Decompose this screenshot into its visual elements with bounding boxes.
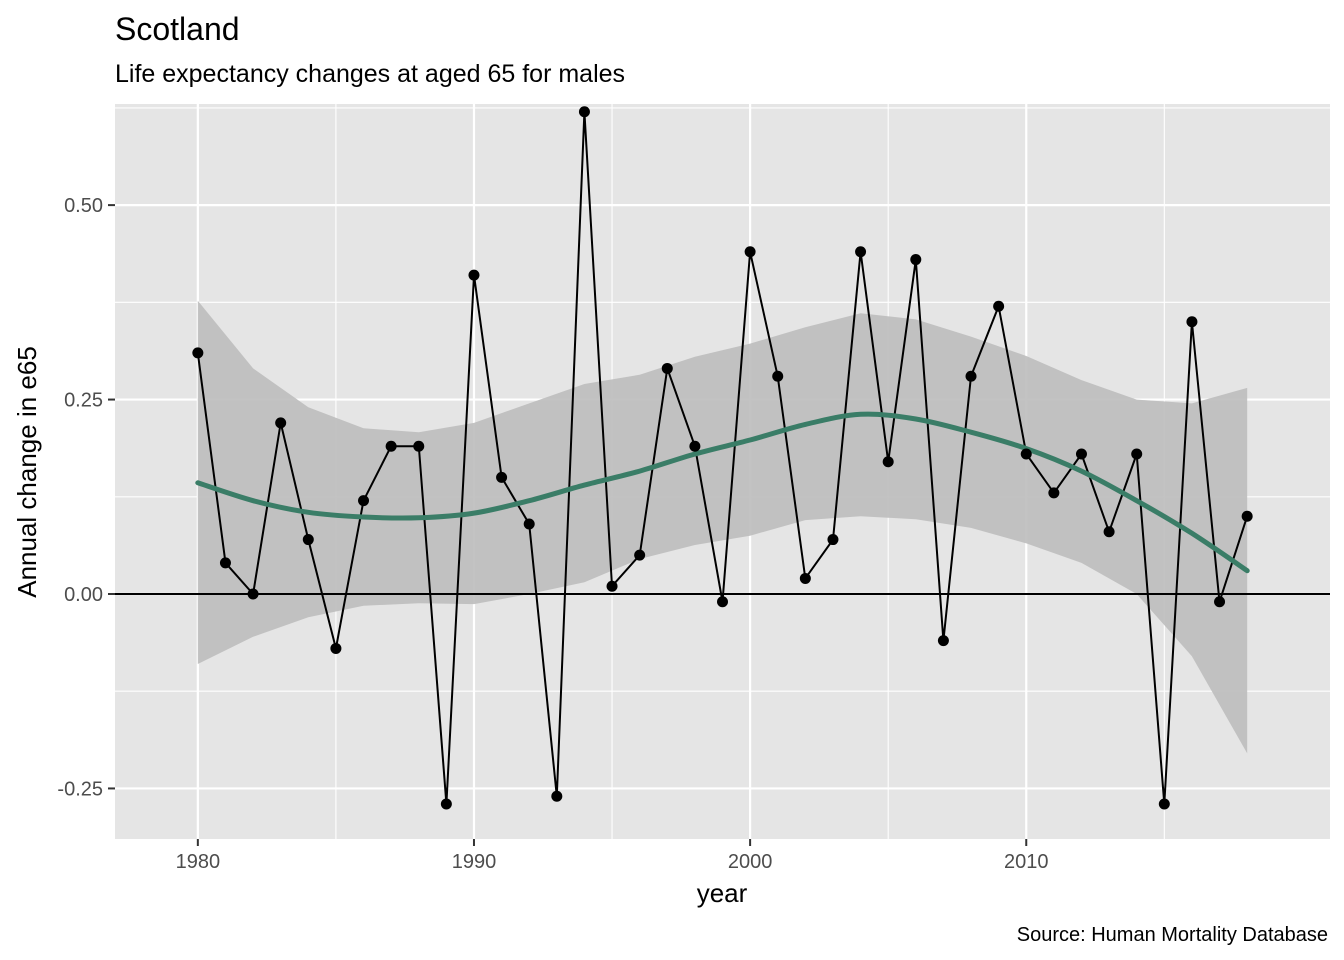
chart-subtitle: Life expectancy changes at aged 65 for m… <box>115 60 625 88</box>
data-point <box>551 790 563 802</box>
data-point <box>247 588 259 600</box>
data-point <box>219 557 231 569</box>
data-point <box>744 246 756 258</box>
data-point <box>882 456 894 468</box>
confidence-band-layer <box>197 300 1248 754</box>
data-point <box>413 440 425 452</box>
data-point <box>1158 798 1170 810</box>
data-point <box>1241 510 1253 522</box>
data-point <box>496 471 508 483</box>
data-point <box>689 440 701 452</box>
data-point <box>468 269 480 281</box>
data-point <box>606 580 618 592</box>
chart-title: Scotland <box>115 11 240 47</box>
data-point <box>275 417 287 429</box>
data-point <box>993 300 1005 312</box>
data-point <box>661 362 673 374</box>
data-point <box>965 370 977 382</box>
data-point <box>772 370 784 382</box>
y-tick-label: 0.00 <box>64 584 103 606</box>
data-point <box>1131 448 1143 460</box>
data-point <box>1075 448 1087 460</box>
y-axis: -0.25 0.00 0.25 0.50 <box>57 195 115 800</box>
x-tick-label: 1980 <box>176 851 221 873</box>
y-tick-label: -0.25 <box>57 778 103 800</box>
x-axis-title: year <box>697 878 748 908</box>
points-layer <box>192 106 1253 810</box>
data-point <box>1214 596 1226 608</box>
data-point <box>937 635 949 647</box>
data-point <box>330 642 342 654</box>
data-point <box>827 534 839 546</box>
data-point <box>799 572 811 584</box>
data-point <box>1103 526 1115 538</box>
data-point <box>523 518 535 530</box>
x-axis: 1980 1990 2000 2010 <box>176 839 1049 873</box>
confidence-band <box>197 300 1248 754</box>
smooth-layer <box>195 411 1250 574</box>
data-point <box>578 106 590 118</box>
data-point <box>717 596 728 608</box>
y-tick-label: 0.25 <box>64 390 103 412</box>
data-point <box>192 347 204 359</box>
x-tick-label: 2010 <box>1004 851 1049 873</box>
data-point <box>634 549 646 561</box>
data-point <box>1186 316 1198 328</box>
data-point <box>855 246 867 258</box>
data-point <box>385 440 397 452</box>
y-axis-title: Annual change in e65 <box>12 346 42 598</box>
data-point <box>1020 448 1032 460</box>
data-point <box>910 254 922 266</box>
y-tick-label: 0.50 <box>64 195 103 217</box>
x-tick-label: 1990 <box>452 851 497 873</box>
smooth-trend-line <box>195 411 1250 574</box>
x-tick-label: 2000 <box>728 851 773 873</box>
chart-caption: Source: Human Mortality Database <box>1017 924 1328 946</box>
data-point <box>358 495 370 507</box>
data-point <box>440 798 452 810</box>
data-point <box>1048 487 1060 499</box>
data-point <box>302 534 314 546</box>
